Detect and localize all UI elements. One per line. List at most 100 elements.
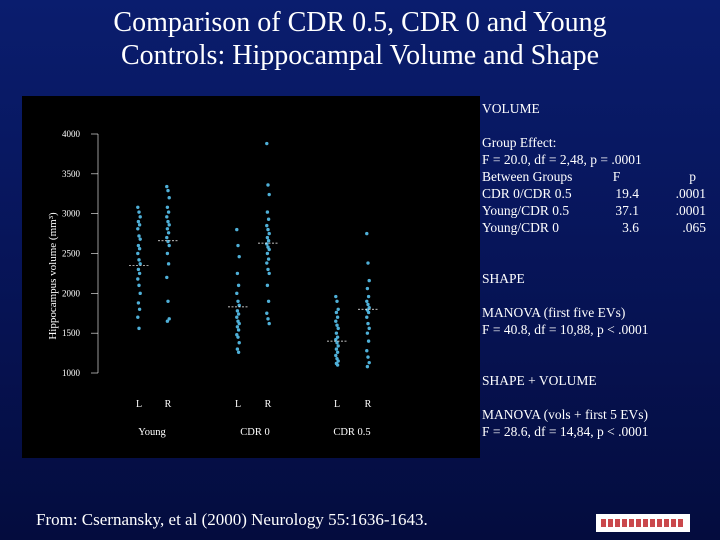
data-point bbox=[236, 328, 241, 332]
data-point bbox=[336, 307, 340, 311]
data-point bbox=[236, 350, 241, 354]
data-point bbox=[136, 243, 141, 248]
shape-heading: SHAPE bbox=[482, 271, 525, 286]
data-point bbox=[136, 251, 140, 256]
data-point bbox=[167, 196, 171, 200]
data-point bbox=[167, 243, 171, 248]
comparison-row: Young/CDR 0.5 37.1 .0001 bbox=[482, 202, 718, 219]
data-point bbox=[365, 331, 370, 335]
data-point bbox=[335, 341, 339, 345]
slide-title: Comparison of CDR 0.5, CDR 0 and Young C… bbox=[0, 6, 720, 72]
y-tick-label: 3000 bbox=[62, 209, 81, 219]
data-point bbox=[236, 335, 240, 339]
data-point bbox=[267, 231, 271, 236]
scatter-chart-svg: 1000 1500 2000 2500 3000 3500 4000 Hippocampus… bbox=[22, 96, 480, 458]
comparison-row: Young/CDR 0 3.6 .065 bbox=[482, 219, 718, 236]
y-tick-label: 2000 bbox=[62, 288, 81, 298]
data-point bbox=[165, 319, 170, 323]
data-point bbox=[236, 299, 240, 303]
side-label: R bbox=[365, 399, 372, 410]
data-point bbox=[137, 223, 142, 227]
comparison-name: Young/CDR 0 bbox=[482, 220, 560, 235]
y-ticks: 1000 1500 2000 2500 3000 3500 4000 bbox=[62, 129, 98, 378]
comparison-table-header: Between Groups F p bbox=[482, 168, 718, 185]
citation-footer: From: Csernansky, et al (2000) Neurology… bbox=[36, 510, 428, 529]
data-point bbox=[137, 210, 141, 214]
side-label: R bbox=[265, 399, 272, 410]
header-f: F bbox=[612, 169, 621, 184]
data-point bbox=[334, 331, 339, 335]
comparison-p: .065 bbox=[682, 220, 706, 235]
data-point bbox=[365, 299, 369, 303]
data-point bbox=[265, 210, 270, 214]
data-point bbox=[235, 271, 240, 276]
data-point bbox=[138, 262, 142, 266]
y-tick-label: 3500 bbox=[62, 169, 81, 179]
data-point bbox=[266, 257, 271, 261]
x-labels: L R Young L R CDR 0 L R CDR 0.5 bbox=[136, 399, 372, 438]
data-point bbox=[366, 310, 371, 315]
data-point bbox=[165, 215, 169, 219]
data-point bbox=[138, 291, 142, 296]
data-point bbox=[336, 359, 340, 363]
data-point bbox=[266, 267, 270, 272]
data-point bbox=[136, 227, 140, 231]
data-point bbox=[236, 283, 241, 288]
data-point bbox=[236, 312, 241, 316]
scatter-chart: 1000 1500 2000 2500 3000 3500 4000 Hippocampus… bbox=[22, 96, 480, 458]
data-point bbox=[166, 210, 171, 214]
data-point bbox=[334, 347, 339, 351]
data-point bbox=[166, 231, 171, 235]
data-point bbox=[166, 262, 171, 266]
data-point bbox=[137, 247, 142, 251]
data-point bbox=[267, 321, 271, 326]
data-point bbox=[136, 205, 140, 209]
data-point bbox=[136, 219, 141, 224]
data-point bbox=[367, 360, 371, 365]
manova-combined-line: MANOVA (vols + first 5 EVs) bbox=[482, 407, 648, 422]
data-point bbox=[137, 326, 141, 331]
header-between-groups: Between Groups bbox=[482, 169, 573, 184]
data-point bbox=[366, 261, 370, 265]
data-point bbox=[367, 278, 371, 283]
data-point bbox=[335, 363, 340, 367]
institution-logo bbox=[596, 514, 690, 532]
group-effect-value: F = 20.0, df = 2,48, p = .0001 bbox=[482, 152, 642, 167]
y-tick-label: 4000 bbox=[62, 129, 81, 139]
data-point bbox=[136, 277, 140, 281]
data-point bbox=[136, 267, 141, 272]
data-point bbox=[165, 184, 169, 189]
y-tick-label: 1500 bbox=[62, 328, 81, 338]
comparison-p: .0001 bbox=[675, 203, 706, 218]
data-point bbox=[165, 227, 170, 231]
data-point bbox=[265, 223, 269, 228]
data-point bbox=[265, 311, 269, 315]
data-point bbox=[235, 315, 239, 319]
volume-heading: VOLUME bbox=[482, 101, 540, 116]
data-point bbox=[366, 339, 371, 343]
data-point bbox=[237, 321, 241, 326]
comparison-f: 19.4 bbox=[615, 186, 639, 201]
data-point bbox=[266, 227, 270, 232]
data-point bbox=[365, 315, 369, 319]
data-point bbox=[237, 254, 241, 259]
slide-title-line-1: Comparison of CDR 0.5, CDR 0 and Young bbox=[113, 7, 607, 38]
shape-volume-heading: SHAPE + VOLUME bbox=[482, 373, 597, 388]
data-point bbox=[138, 237, 142, 241]
comparison-name: CDR 0/CDR 0.5 bbox=[482, 186, 572, 201]
data-point bbox=[366, 294, 371, 299]
comparison-p: .0001 bbox=[675, 186, 706, 201]
data-point bbox=[335, 299, 339, 303]
data-point bbox=[138, 215, 142, 219]
data-point bbox=[166, 188, 170, 193]
header-p: p bbox=[689, 169, 696, 184]
data-point bbox=[136, 315, 140, 319]
data-point bbox=[165, 205, 170, 209]
data-point bbox=[235, 227, 239, 232]
side-label: L bbox=[136, 399, 142, 410]
plot-background bbox=[22, 96, 480, 458]
data-point bbox=[335, 315, 340, 319]
side-label: R bbox=[165, 399, 172, 410]
data-point bbox=[165, 235, 169, 240]
data-point bbox=[266, 299, 271, 303]
